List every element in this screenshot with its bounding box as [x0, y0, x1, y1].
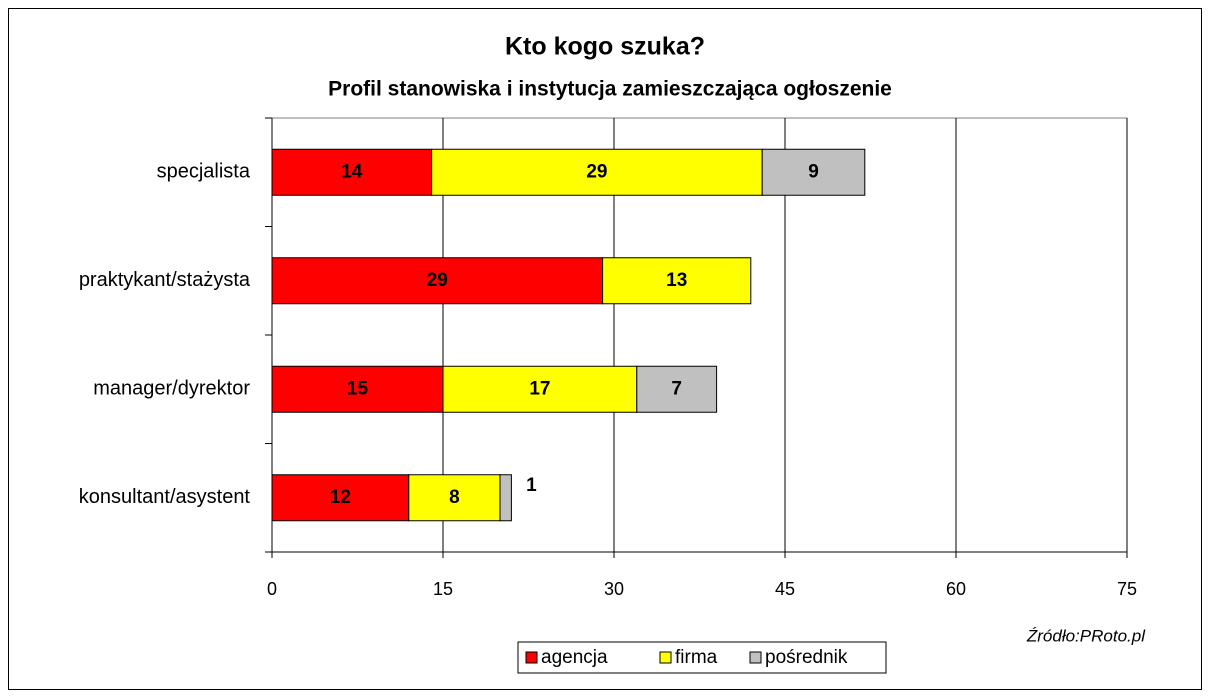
y-tick-label: specjalista [157, 161, 251, 183]
x-tick-label: 30 [604, 579, 624, 599]
data-label: 29 [427, 270, 448, 291]
y-tick-label: praktykant/stażysta [79, 269, 251, 291]
legend-box [517, 641, 887, 674]
bar-segment [636, 365, 718, 413]
bar-segment [271, 148, 433, 196]
bar-segment [271, 365, 444, 413]
legend-label: pośrednik [765, 647, 848, 668]
bar-segment [271, 257, 604, 305]
data-label: 29 [586, 161, 607, 182]
data-label: 13 [666, 270, 687, 291]
legend-swatch [525, 651, 538, 664]
x-tick-label: 45 [775, 579, 795, 599]
data-label: 14 [341, 161, 363, 182]
x-tick-label: 75 [1117, 579, 1137, 599]
bar-segment [602, 257, 752, 305]
legend-swatch [749, 651, 762, 664]
bar-segment [761, 148, 866, 196]
chart-title: Kto kogo szuka? [505, 33, 705, 61]
bar-segment [431, 148, 763, 196]
data-label: 1 [526, 475, 537, 496]
legend-swatch [659, 651, 672, 664]
bar-segment [442, 365, 638, 413]
chart-subtitle: Profil stanowiska i instytucja zamieszcz… [328, 78, 892, 101]
x-tick-label: 0 [267, 579, 277, 599]
data-label: 17 [529, 378, 550, 399]
data-label: 12 [330, 487, 351, 508]
legend-label: agencja [541, 647, 608, 668]
source-note: Źródło:PRoto.pl [1026, 626, 1146, 645]
data-label: 7 [671, 378, 682, 399]
data-label: 9 [808, 161, 819, 182]
x-tick-label: 60 [946, 579, 966, 599]
data-label: 8 [449, 487, 460, 508]
y-tick-label: konsultant/asystent [79, 486, 251, 508]
bar-segment [271, 474, 410, 522]
x-tick-label: 15 [433, 579, 453, 599]
bar-segment [499, 474, 512, 522]
legend-label: firma [675, 647, 718, 668]
y-tick-label: manager/dyrektor [93, 378, 250, 400]
data-label: 15 [347, 378, 369, 399]
